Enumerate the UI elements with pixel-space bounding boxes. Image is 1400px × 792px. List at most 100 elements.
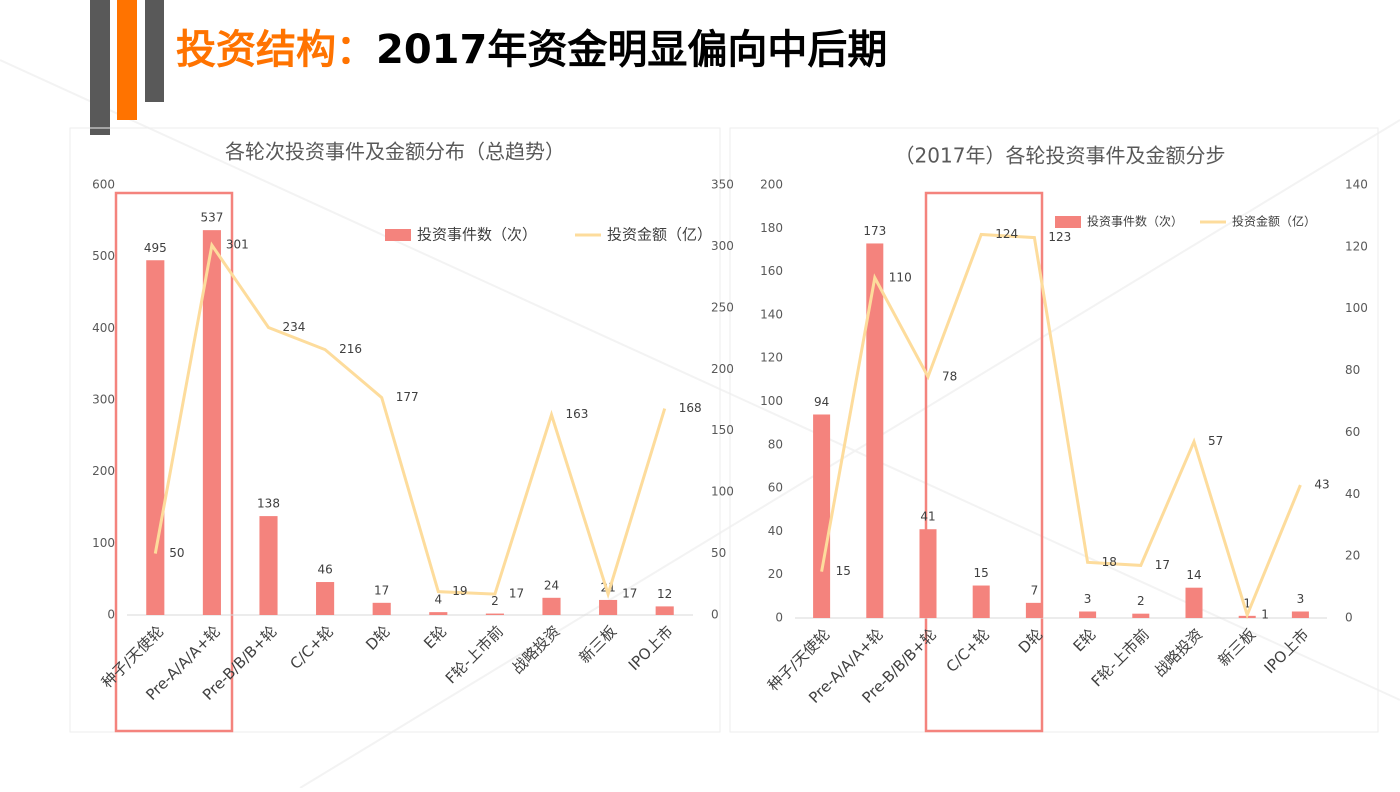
data-label: 17: [509, 587, 524, 601]
data-label: 2: [491, 594, 499, 608]
y2-tick-label: 20: [1345, 549, 1360, 563]
y2-tick-label: 60: [1345, 425, 1360, 439]
y-tick-label: 300: [92, 393, 115, 407]
data-label: 19: [452, 584, 467, 598]
y2-tick-label: 140: [1345, 178, 1368, 192]
y2-tick-label: 100: [1345, 301, 1368, 315]
y-tick-label: 200: [760, 178, 783, 192]
y2-tick-label: 350: [711, 178, 734, 192]
y-tick-label: 100: [760, 394, 783, 408]
data-label: 301: [226, 238, 249, 252]
bar: [1185, 587, 1203, 618]
y-tick-label: 180: [760, 221, 783, 235]
legend-swatch: [1055, 216, 1081, 228]
data-label: 168: [679, 401, 702, 415]
y-tick-label: 600: [92, 178, 115, 192]
data-label: 17: [622, 587, 637, 601]
x-tick-label: C/C+轮: [943, 625, 994, 676]
data-label: 78: [942, 369, 957, 383]
data-label: 138: [257, 497, 280, 511]
legend-label: 投资事件数（次）: [417, 226, 537, 244]
data-label: 15: [836, 564, 851, 578]
bar: [146, 260, 165, 615]
x-tick-label: F轮-上市前: [1088, 625, 1153, 690]
y-tick-label: 40: [768, 524, 783, 538]
data-label: 57: [1208, 434, 1223, 448]
x-tick-label: E轮: [420, 622, 450, 652]
data-label: 124: [995, 227, 1018, 241]
bar: [813, 414, 831, 618]
chart-panel: [729, 127, 1379, 733]
bar: [655, 606, 674, 615]
bar: [1079, 611, 1097, 618]
bar: [972, 585, 990, 618]
y-tick-label: 20: [768, 567, 783, 581]
bar: [919, 529, 937, 618]
decor-bar: [90, 0, 110, 135]
x-tick-label: D轮: [362, 622, 394, 654]
decor-bar: [145, 0, 164, 102]
x-tick-label: IPO上市: [1261, 625, 1313, 677]
line: [153, 241, 667, 600]
bar: [316, 582, 335, 615]
data-label: 216: [339, 342, 362, 356]
chart-panel: [69, 127, 721, 733]
background-line: [0, 59, 1400, 701]
y-tick-label: 400: [92, 321, 115, 335]
y2-tick-label: 0: [711, 608, 719, 622]
y2-tick-label: 150: [711, 423, 734, 437]
x-tick-label: 战略投资: [1151, 625, 1206, 680]
data-label: 94: [814, 395, 829, 409]
data-label: 46: [317, 563, 332, 577]
background-line: [299, 119, 1400, 789]
y2-tick-label: 80: [1345, 363, 1360, 377]
chart-title: （2017年）各轮投资事件及金额分步: [895, 144, 1226, 168]
title-main: 2017年资金明显偏向中后期: [376, 27, 887, 73]
y2-tick-label: 300: [711, 239, 734, 253]
data-label: 3: [1297, 592, 1305, 606]
title-lead: 投资结构：: [176, 27, 376, 73]
bar: [1025, 602, 1043, 618]
data-label: 495: [144, 241, 167, 255]
y-tick-label: 120: [760, 351, 783, 365]
data-label: 15: [974, 566, 989, 580]
bar: [866, 243, 884, 618]
data-label: 2: [1137, 594, 1145, 608]
x-tick-label: F轮-上市前: [442, 622, 507, 687]
bar: [372, 602, 391, 615]
data-label: 17: [1155, 558, 1170, 572]
decor-bar: [117, 0, 137, 120]
data-label: 1: [1261, 607, 1269, 621]
legend-label: 投资金额（亿）: [607, 226, 712, 244]
bar: [599, 599, 618, 615]
data-label: 1: [1243, 596, 1251, 610]
data-label: 163: [566, 407, 589, 421]
highlight-box: [924, 191, 1044, 733]
data-label: 7: [1031, 583, 1039, 597]
bar: [1132, 613, 1150, 618]
data-label: 177: [396, 390, 419, 404]
legend-label: 投资金额（亿）: [1232, 214, 1316, 229]
y2-tick-label: 200: [711, 362, 734, 376]
data-label: 18: [1102, 555, 1117, 569]
x-tick-label: 新三板: [576, 622, 621, 667]
x-tick-label: IPO上市: [625, 622, 677, 674]
y-tick-label: 0: [775, 611, 783, 625]
y-tick-label: 80: [768, 437, 783, 451]
y2-tick-label: 50: [711, 546, 726, 560]
chart-title: 各轮次投资事件及金额分布（总趋势）: [225, 140, 565, 164]
y2-tick-label: 120: [1345, 239, 1368, 253]
data-label: 12: [657, 587, 672, 601]
data-label: 50: [169, 546, 184, 560]
x-tick-label: E轮: [1070, 625, 1100, 655]
data-label: 41: [920, 510, 935, 524]
bar: [202, 230, 221, 615]
y2-tick-label: 40: [1345, 487, 1360, 501]
bar: [485, 613, 504, 615]
bar: [429, 612, 448, 615]
y-tick-label: 160: [760, 264, 783, 278]
data-label: 234: [283, 320, 306, 334]
legend-label: 投资事件数（次）: [1087, 214, 1183, 229]
data-label: 24: [544, 578, 559, 592]
